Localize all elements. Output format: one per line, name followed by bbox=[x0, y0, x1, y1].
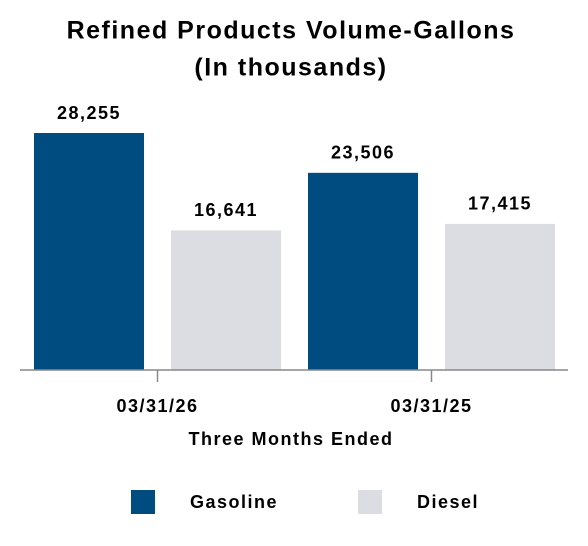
bar bbox=[445, 223, 555, 370]
x-tick-label: 03/31/25 bbox=[390, 396, 472, 416]
legend-label: Gasoline bbox=[190, 492, 278, 512]
chart-subtitle: (In thousands) bbox=[194, 54, 387, 82]
value-label: 23,506 bbox=[331, 143, 395, 163]
value-label: 16,641 bbox=[194, 200, 258, 220]
legend-swatch bbox=[131, 490, 155, 514]
bar bbox=[171, 230, 281, 370]
bar bbox=[34, 133, 144, 370]
legend-swatch bbox=[358, 490, 382, 514]
x-tick-label: 03/31/26 bbox=[116, 396, 198, 416]
value-label: 28,255 bbox=[57, 103, 121, 123]
chart-title: Refined Products Volume-Gallons bbox=[67, 17, 516, 45]
x-axis-title: Three Months Ended bbox=[188, 429, 393, 449]
legend-label: Diesel bbox=[417, 492, 479, 512]
value-label: 17,415 bbox=[468, 194, 532, 214]
bar bbox=[308, 172, 418, 370]
